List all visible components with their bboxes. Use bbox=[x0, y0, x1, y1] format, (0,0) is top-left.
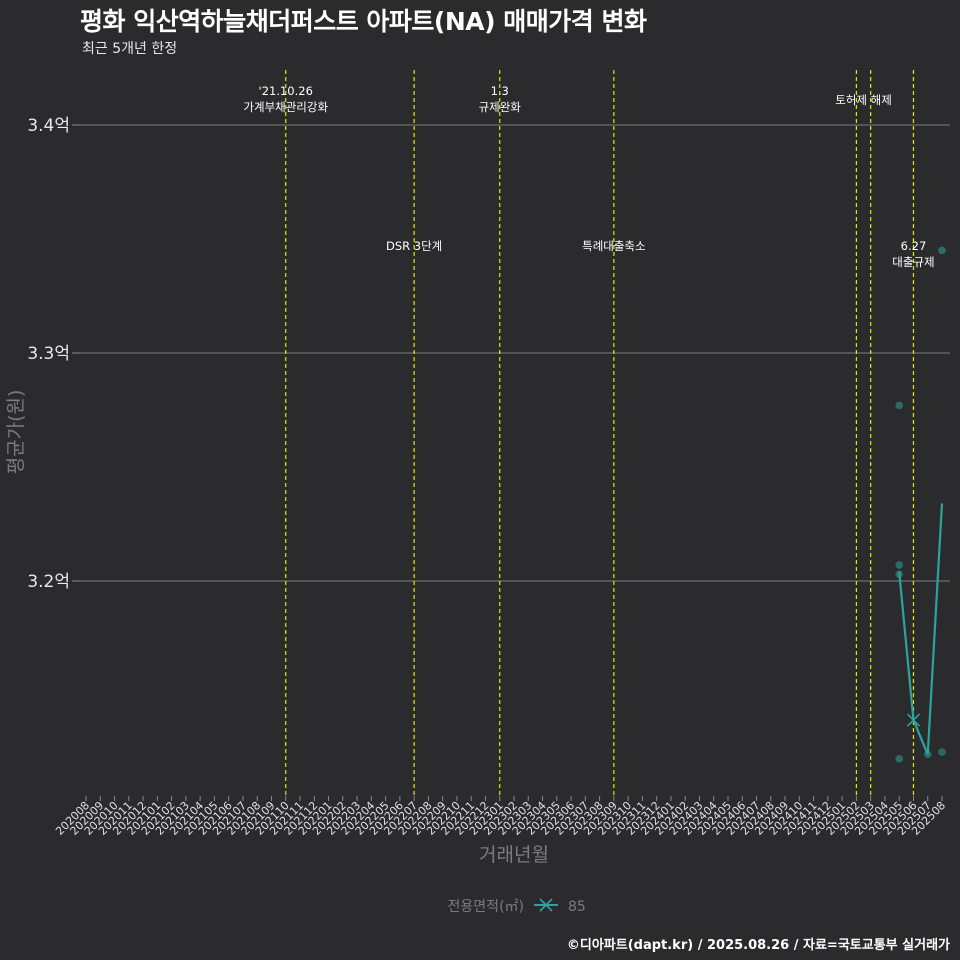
cross-marker bbox=[906, 713, 921, 727]
event-label: 1.3 bbox=[491, 84, 509, 98]
chart-title: 평화 익산역하늘채더퍼스트 아파트(NA) 매매가격 변화 bbox=[80, 7, 647, 36]
y-axis-title: 평균가(원) bbox=[5, 390, 27, 475]
legend-title: 전용면적(㎡) bbox=[448, 899, 524, 915]
chart-subtitle: 최근 5개년 한정 bbox=[82, 41, 178, 57]
x-axis-title: 거래년월 bbox=[479, 844, 549, 866]
series-line bbox=[898, 503, 944, 755]
y-tick-label: 3.3억 bbox=[27, 344, 70, 364]
source-caption: ©디아파트(dapt.kr) / 2025.08.26 / 자료=국토교통부 실… bbox=[566, 938, 950, 953]
data-point bbox=[938, 748, 946, 756]
event-label: 6.27 bbox=[901, 239, 927, 253]
y-tick-label: 3.2억 bbox=[27, 572, 70, 592]
data-point bbox=[923, 750, 932, 759]
event-label: 토허제 해제 bbox=[835, 93, 892, 107]
data-point bbox=[895, 561, 903, 569]
data-point bbox=[895, 401, 903, 410]
legend-key-cross bbox=[539, 898, 553, 912]
event-label: '21.10.26 bbox=[259, 84, 313, 98]
legend-label: 85 bbox=[568, 899, 586, 915]
y-tick-label: 3.4억 bbox=[27, 116, 70, 136]
data-point bbox=[938, 246, 946, 255]
event-label: 대출규제 bbox=[892, 255, 934, 269]
event-label: 규제완화 bbox=[479, 100, 522, 114]
event-label: 특례대출축소 bbox=[582, 239, 645, 253]
event-label: 가계부채관리강화 bbox=[243, 100, 328, 114]
data-point bbox=[895, 755, 903, 763]
data-point bbox=[895, 570, 903, 578]
event-label: DSR 3단계 bbox=[386, 239, 442, 253]
